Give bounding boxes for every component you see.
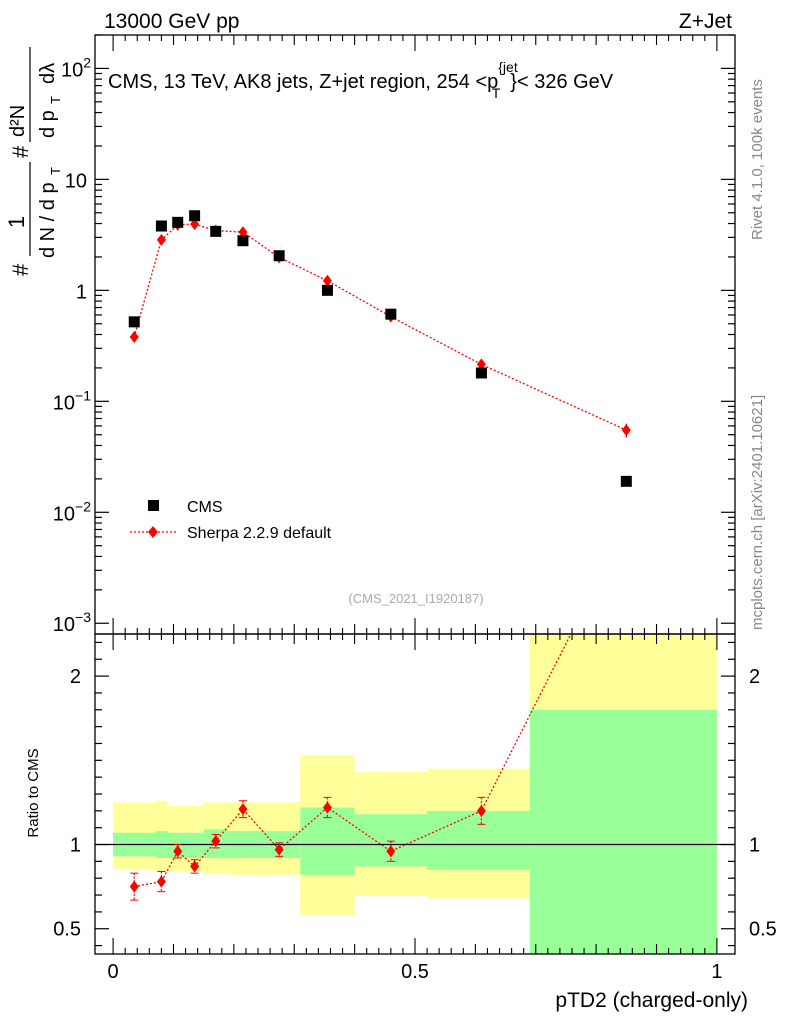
ylabel-hash-1: #: [8, 263, 33, 276]
ratio-y-tick-label-left: 2: [70, 666, 81, 688]
sherpa-point: [238, 226, 248, 239]
ylabel-sub-2: T: [48, 96, 63, 104]
ylabel-sub-1: T: [48, 167, 63, 175]
cms-point: [155, 220, 167, 232]
cms-point: [475, 367, 487, 379]
ylabel-one: 1: [4, 216, 29, 228]
ratio-y-tick-label-right: 0.5: [749, 919, 777, 941]
plot-title-sup: {jet: [498, 59, 518, 75]
legend-sherpa-marker: [148, 526, 158, 538]
ratio-band-green: [300, 807, 355, 875]
ratio-point: [190, 860, 200, 873]
cms-point: [237, 235, 249, 247]
header-left: 13000 GeV pp: [104, 10, 239, 33]
x-tick-label: 1: [711, 961, 722, 983]
mcplots-source-label: mcplots.cern.ch [arXiv:2401.10621]: [749, 395, 766, 630]
plot-title-sub: T: [492, 85, 501, 101]
analysis-id-watermark: (CMS_2021_I1920187): [348, 591, 483, 606]
ylabel-hash-2: #: [8, 145, 33, 158]
cms-point: [620, 475, 632, 487]
main-series-layer: [128, 210, 632, 487]
sherpa-point: [322, 274, 332, 287]
ratio-point: [476, 804, 486, 817]
legend: CMS Sherpa 2.2.9 default: [130, 499, 332, 542]
main-y-tick-label: 102: [61, 54, 91, 81]
legend-sherpa-label: Sherpa 2.2.9 default: [187, 525, 332, 542]
cms-point: [210, 225, 222, 237]
ratio-point: [622, 519, 631, 531]
x-tick-label: 0.5: [401, 961, 429, 983]
plot-title-tail: }< 326 GeV: [510, 71, 614, 93]
ratio-point: [211, 835, 221, 848]
ratio-y-tick-label-left: 0.5: [53, 919, 81, 941]
sherpa-point: [621, 424, 631, 437]
ylabel-dp: d p: [37, 110, 59, 138]
x-axis-label: pTD2 (charged-only): [555, 989, 748, 1012]
ylabel-dn-dp: d N / d p: [37, 182, 59, 258]
ratio-axis-ticks: 0.5 0.5 1 1 2 2 0 0.5 1: [53, 634, 777, 983]
ratio-uncertainty-bands: [113, 634, 717, 954]
main-y-tick-label: 10−1: [53, 387, 91, 414]
x-tick-label: 0: [108, 961, 119, 983]
main-y-tick-label: 10−3: [53, 609, 91, 636]
ratio-y-axis-label: Ratio to CMS: [25, 748, 42, 837]
sherpa-point: [156, 233, 166, 246]
ratio-point: [129, 880, 139, 893]
ratio-point: [173, 845, 183, 858]
ratio-point: [156, 875, 166, 888]
cms-point: [128, 316, 140, 328]
main-y-tick-label: 10−2: [53, 498, 91, 525]
sherpa-point: [476, 358, 486, 371]
cms-point: [189, 210, 201, 222]
plot-title-main: CMS, 13 TeV, AK8 jets, Z+jet region, 254…: [108, 71, 498, 93]
header-right: Z+Jet: [679, 10, 732, 33]
plot-title: CMS, 13 TeV, AK8 jets, Z+jet region, 254…: [108, 59, 614, 101]
sherpa-line: [133, 223, 627, 431]
ratio-band-green: [167, 832, 204, 858]
ratio-y-tick-label-left: 1: [70, 835, 81, 857]
main-y-tick-label: 1: [76, 281, 87, 303]
main-y-axis-ticks: 102 10 1 10−1 10−2 10−3: [53, 34, 735, 636]
ratio-band-green: [529, 709, 717, 954]
ratio-y-tick-label-right: 1: [749, 835, 760, 857]
legend-cms-label: CMS: [187, 499, 223, 516]
cms-point: [321, 284, 333, 296]
ratio-band-green: [354, 814, 428, 867]
main-plot-frame: [94, 34, 736, 635]
legend-cms-marker: [148, 500, 159, 511]
sherpa-point: [129, 330, 139, 343]
cms-point: [172, 216, 184, 228]
main-y-axis-label: # 1 d N / d p T # d²N d p T dλ: [4, 47, 63, 276]
ratio-point: [322, 801, 332, 814]
ratio-band-green: [427, 810, 530, 870]
cms-point: [273, 250, 285, 262]
ratio-series-layer: [95, 519, 735, 901]
ylabel-d2n: d²N: [7, 105, 29, 137]
ratio-y-tick-label-right: 2: [749, 666, 760, 688]
main-y-tick-label: 10: [65, 170, 87, 192]
ratio-line: [134, 634, 572, 888]
rivet-version-label: Rivet 4.1.0, 100k events: [749, 79, 766, 240]
ylabel-dlambda: dλ: [37, 63, 59, 84]
ratio-point: [386, 845, 396, 858]
ratio-point: [274, 843, 284, 856]
ratio-point: [238, 803, 248, 816]
cms-point: [385, 308, 397, 320]
